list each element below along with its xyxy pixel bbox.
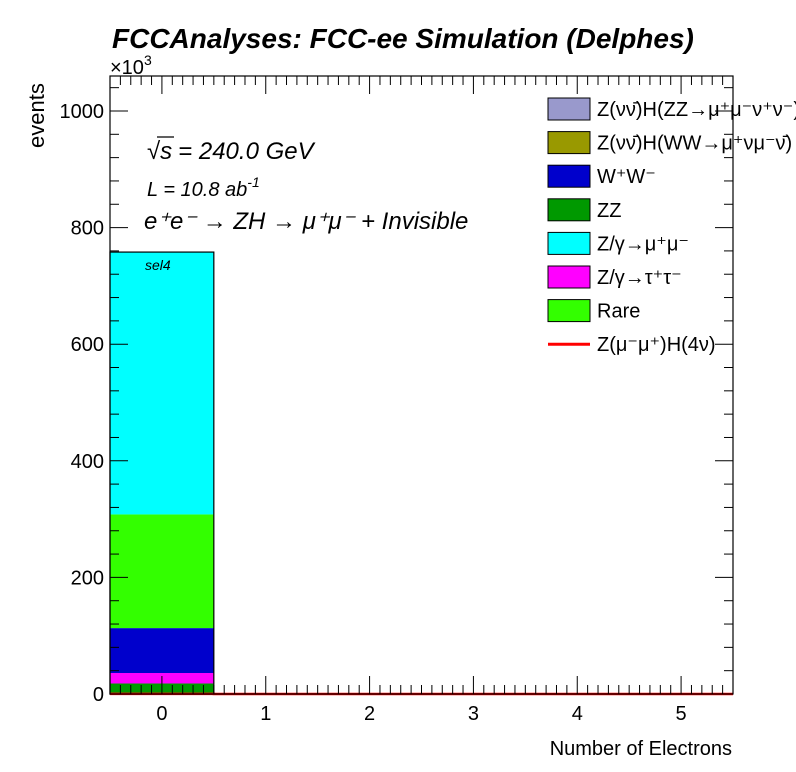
legend-label: Z(μ⁻μ⁺)H(4ν) (597, 334, 716, 356)
x-tick-label-1: 1 (260, 703, 271, 725)
y-tick-label-800: 800 (71, 218, 104, 240)
lumi-main: L = 10.8 ab (147, 179, 247, 201)
legend-swatch (547, 299, 591, 323)
energy-value: = 240.0 GeV (178, 138, 315, 165)
chart-title: FCCAnalyses: FCC-ee Simulation (Delphes) (112, 23, 694, 54)
legend-entry-z-h-ww-1: Z(νν̄)H(WW→μ⁺νμ⁻ν̄) (547, 131, 792, 155)
exponent-power: 3 (144, 52, 152, 68)
exponent-base: ×10 (110, 57, 144, 79)
y-tick-label-1000: 1000 (60, 101, 105, 123)
y-tick-label-600: 600 (71, 334, 104, 356)
legend-label: ZZ (597, 200, 621, 222)
legend-entry-z-4: Z/γ→μ⁺μ⁻ (547, 231, 689, 255)
y-tick-label-400: 400 (71, 451, 104, 473)
legend-entry-zz-3: ZZ (547, 198, 621, 222)
lumi-power: -1 (247, 174, 259, 190)
legend: Z(νν̄)H(ZZ→μ⁺μ⁻ν⁺ν⁻) Z(νν̄)H(WW→μ⁺νμ⁻ν̄) W… (547, 97, 796, 356)
legend-entry-z-h-zz-0: Z(νν̄)H(ZZ→μ⁺μ⁻ν⁺ν⁻) (547, 97, 796, 121)
legend-entry-z-h-4-7: Z(μ⁻μ⁺)H(4ν) (548, 334, 716, 356)
process-annotation: e⁺e⁻ → ZH → μ⁺μ⁻ + Invisible (144, 208, 468, 235)
legend-swatch (547, 231, 591, 255)
legend-swatch (547, 265, 591, 289)
x-tick-label-3: 3 (468, 703, 479, 725)
y-axis-label: events (24, 83, 49, 148)
legend-entry-z-5: Z/γ→τ⁺τ⁻ (547, 265, 682, 289)
energy-annotation: √s = 240.0 GeV (147, 138, 316, 165)
x-tick-label-0: 0 (156, 703, 167, 725)
bar-rare-bin-0 (110, 514, 214, 629)
bar-w-w-bin-0 (110, 628, 214, 674)
axes: 0 1 2 3 4 5 0 200 400 600 800 1000 (60, 76, 734, 725)
legend-label: Z/γ→τ⁺τ⁻ (597, 267, 682, 289)
legend-swatch (547, 198, 591, 222)
stacked-bars (109, 251, 215, 695)
x-tick-label-5: 5 (676, 703, 687, 725)
x-axis-label: Number of Electrons (550, 738, 732, 760)
lumi-annotation: L = 10.8 ab-1 (147, 174, 260, 201)
bar-z-bin-0 (110, 252, 214, 515)
sqrt-s: s (160, 138, 172, 165)
legend-swatch (547, 97, 591, 121)
sqrt-sign: √ (147, 138, 161, 165)
y-tick-label-200: 200 (71, 567, 104, 589)
legend-swatch (547, 164, 591, 188)
x-tick-label-4: 4 (572, 703, 583, 725)
legend-entry-w-w-2: W⁺W⁻ (547, 164, 656, 188)
legend-label: W⁺W⁻ (597, 166, 656, 188)
y-tick-label-0: 0 (93, 684, 104, 706)
legend-label: Z(νν̄)H(ZZ→μ⁺μ⁻ν⁺ν⁻) (597, 99, 796, 121)
legend-label: Z(νν̄)H(WW→μ⁺νμ⁻ν̄) (597, 133, 792, 155)
exponent-label: ×103 (110, 52, 152, 79)
x-tick-label-2: 2 (364, 703, 375, 725)
selection-label: sel4 (145, 257, 171, 273)
legend-label: Rare (597, 301, 640, 323)
legend-label: Z/γ→μ⁺μ⁻ (597, 233, 689, 255)
legend-entry-rare-6: Rare (547, 299, 640, 323)
legend-swatch (547, 131, 591, 155)
